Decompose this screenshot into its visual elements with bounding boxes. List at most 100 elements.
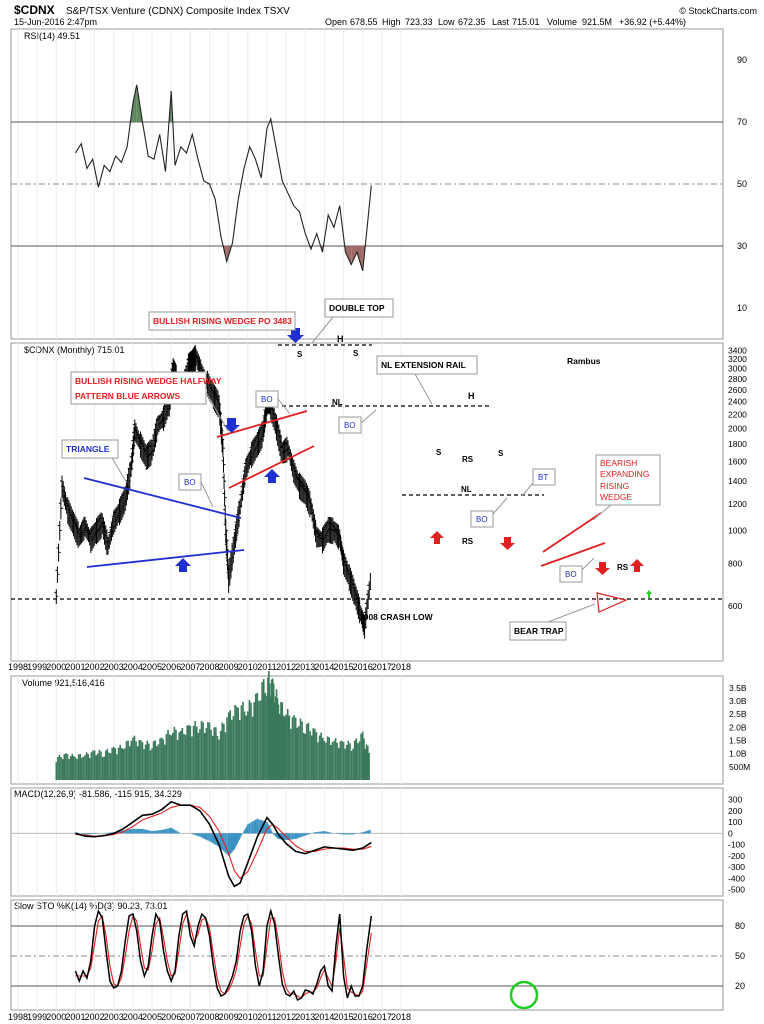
volume-bar xyxy=(342,741,345,780)
macd-histogram-bar xyxy=(143,829,145,834)
volume-bar xyxy=(328,737,330,780)
callout-box-triangle xyxy=(61,439,119,459)
stochastic-d-line xyxy=(75,912,372,999)
volume-bar xyxy=(73,755,75,780)
macd-panel xyxy=(10,787,724,897)
year-tick-label: 2012 xyxy=(276,662,296,672)
macd-histogram-bar xyxy=(210,833,212,843)
macd-histogram-bar xyxy=(135,828,137,834)
macd-histogram-bar xyxy=(87,833,90,835)
volume-bar xyxy=(89,758,91,780)
volume-bar xyxy=(317,742,319,780)
volume-bar xyxy=(135,741,137,780)
year-tick-label: 2010 xyxy=(238,662,258,672)
volume-bar xyxy=(365,744,368,780)
macd-histogram-bar xyxy=(248,823,251,834)
volume-bar xyxy=(219,730,222,780)
volume-bar xyxy=(176,740,179,780)
year-tick-label: 2015 xyxy=(334,662,354,672)
year-tick-label: 2006 xyxy=(161,662,181,672)
volume-bar xyxy=(250,702,252,780)
macd-histogram-bar xyxy=(82,833,85,835)
volume-bar xyxy=(215,727,217,780)
quote-open: 678.55 xyxy=(350,17,378,27)
triangle-upper-line[interactable] xyxy=(83,477,242,519)
macd-histogram-bar xyxy=(366,830,368,834)
macd-histogram-bar xyxy=(234,833,237,848)
volume-bar xyxy=(337,747,340,780)
volume-bar xyxy=(298,726,300,780)
volume-bar xyxy=(210,729,212,780)
triangle-lower-line[interactable] xyxy=(86,549,245,568)
stochastic-tick-label: 80 xyxy=(735,921,745,931)
year-tick-label: 2009 xyxy=(219,662,239,672)
macd-tick-label: 0 xyxy=(728,828,733,838)
macd-histogram-bar xyxy=(286,833,289,840)
macd-histogram-bar xyxy=(322,831,324,834)
volume-bar xyxy=(309,731,311,780)
volume-bar xyxy=(100,751,102,780)
macd-histogram-bar xyxy=(227,833,230,856)
volume-bar xyxy=(296,727,299,780)
price-tick-label: 2800 xyxy=(728,374,747,384)
volume-bar xyxy=(65,753,67,780)
macd-histogram-bar xyxy=(125,829,128,834)
volume-bar xyxy=(109,753,112,780)
macd-histogram-bar xyxy=(302,833,305,837)
macd-histogram-bar xyxy=(325,831,327,834)
macd-histogram-bar xyxy=(268,825,270,834)
macd-histogram-bar xyxy=(275,833,278,838)
annotation-double-top: DOUBLE TOP xyxy=(329,303,385,313)
volume-bar xyxy=(268,671,270,780)
wedge-upper-line[interactable] xyxy=(216,410,308,438)
macd-histogram-bar xyxy=(213,833,216,845)
macd-histogram-bar xyxy=(258,819,260,834)
volume-bar xyxy=(197,732,200,780)
macd-histogram-bar xyxy=(363,831,365,834)
price-tick-label: 2600 xyxy=(728,385,747,395)
macd-histogram-bar xyxy=(117,831,120,834)
blue-arrow-down-icon xyxy=(287,328,304,343)
rsi-extreme-fill xyxy=(132,84,137,122)
volume-bar xyxy=(178,732,180,780)
macd-histogram-bar xyxy=(328,832,330,834)
macd-histogram-bar xyxy=(195,833,198,836)
volume-bar xyxy=(77,754,80,780)
macd-histogram-bar xyxy=(337,833,340,834)
macd-histogram-bar xyxy=(127,829,129,834)
volume-bar xyxy=(237,707,240,780)
volume-bar xyxy=(280,701,282,780)
macd-histogram-bar xyxy=(133,828,136,834)
volume-bar xyxy=(221,722,224,780)
volume-bar xyxy=(258,700,260,780)
volume-bar xyxy=(144,744,147,780)
price-title: $CDNX (Monthly) 715.01 xyxy=(24,345,125,355)
volume-bar xyxy=(320,732,323,780)
macd-histogram-bar xyxy=(259,819,262,834)
volume-bar xyxy=(101,756,104,780)
volume-bar xyxy=(211,735,214,780)
volume-bar xyxy=(127,740,129,780)
macd-histogram-bar xyxy=(253,820,255,834)
price-tick-label: 600 xyxy=(728,601,742,611)
year-tick-label: 1998 xyxy=(8,662,28,672)
volume-bar xyxy=(357,743,359,780)
stochastic-title: Slow STO %K(14) %D(3) 90.23, 73.01 xyxy=(14,901,167,911)
bear-wedge-lower-line[interactable] xyxy=(540,542,606,567)
volume-bar xyxy=(96,753,99,780)
volume-bar xyxy=(154,740,157,780)
volume-bar xyxy=(66,754,69,780)
volume-bar xyxy=(349,743,351,780)
price-tick-label: 1000 xyxy=(728,526,747,536)
macd-histogram-bar xyxy=(309,833,311,834)
callout-box-bear-trap xyxy=(509,621,567,641)
macd-histogram-bar xyxy=(272,833,275,835)
volume-bar xyxy=(285,714,287,780)
volume-tick-label: 3.0B xyxy=(729,696,747,706)
wedge-lower-line[interactable] xyxy=(228,445,315,489)
year-tick-label: 2000 xyxy=(46,662,66,672)
bear-wedge-upper-line[interactable] xyxy=(542,512,602,553)
volume-bar xyxy=(288,715,291,780)
callout-pointer xyxy=(200,481,214,508)
macd-histogram-bar xyxy=(342,833,345,835)
